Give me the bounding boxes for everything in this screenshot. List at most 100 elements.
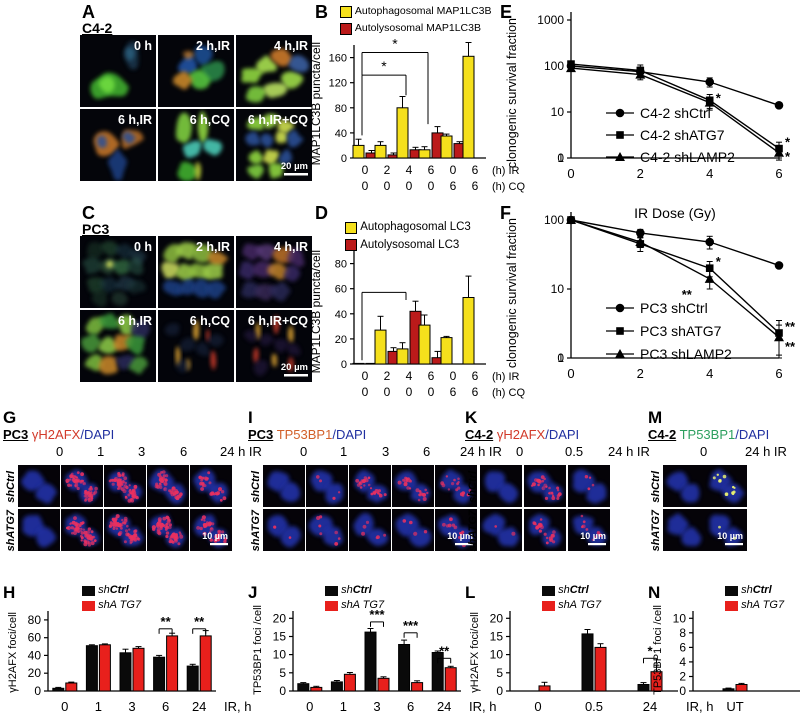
- svg-text:0: 0: [362, 385, 369, 399]
- svg-text:6 h,IR+CQ: 6 h,IR+CQ: [248, 314, 308, 328]
- svg-text:0: 0: [406, 385, 413, 399]
- svg-text:0: 0: [567, 166, 574, 181]
- svg-text:6: 6: [450, 385, 457, 399]
- svg-text:0: 0: [61, 699, 68, 714]
- svg-text:10: 10: [273, 648, 287, 662]
- svg-text:4: 4: [706, 166, 713, 181]
- svg-text:0: 0: [567, 366, 574, 381]
- svg-text:**: **: [194, 614, 205, 629]
- svg-text:2: 2: [679, 670, 686, 684]
- svg-text:**: **: [785, 319, 796, 334]
- svg-text:10 µm: 10 µm: [580, 531, 606, 541]
- svg-text:20 µm: 20 µm: [281, 362, 308, 373]
- svg-text:6: 6: [775, 166, 782, 181]
- svg-text:0.5: 0.5: [585, 699, 603, 714]
- svg-text:80: 80: [28, 613, 42, 627]
- svg-text:PC3 shCtrl: PC3 shCtrl: [640, 300, 708, 316]
- svg-text:2 h,IR: 2 h,IR: [196, 240, 230, 254]
- svg-text:UT: UT: [726, 699, 743, 714]
- svg-text:0: 0: [341, 359, 347, 371]
- svg-text:24: 24: [643, 699, 657, 714]
- svg-text:2: 2: [637, 366, 644, 381]
- svg-text:120: 120: [329, 78, 347, 90]
- svg-text:6: 6: [428, 163, 435, 177]
- svg-text:0: 0: [362, 179, 369, 193]
- svg-text:10 µm: 10 µm: [717, 531, 743, 541]
- svg-text:6: 6: [162, 699, 169, 714]
- svg-text:0: 0: [496, 684, 503, 698]
- svg-text:(h) IR: (h) IR: [492, 371, 520, 383]
- svg-text:1: 1: [340, 699, 347, 714]
- svg-text:0: 0: [341, 153, 347, 165]
- svg-text:0: 0: [557, 351, 564, 365]
- svg-text:6: 6: [775, 366, 782, 381]
- svg-text:20: 20: [28, 666, 42, 680]
- svg-text:C4-2 shATG7: C4-2 shATG7: [640, 127, 725, 143]
- svg-text:2 h,IR: 2 h,IR: [196, 39, 230, 53]
- svg-text:4: 4: [406, 369, 413, 383]
- svg-text:40: 40: [28, 648, 42, 662]
- svg-text:**: **: [161, 614, 172, 629]
- svg-text:80: 80: [335, 103, 347, 115]
- svg-text:3: 3: [128, 699, 135, 714]
- svg-text:20: 20: [273, 611, 287, 625]
- svg-text:100: 100: [544, 59, 564, 73]
- svg-text:0: 0: [534, 699, 541, 714]
- svg-text:0: 0: [428, 385, 435, 399]
- svg-text:6: 6: [450, 179, 457, 193]
- svg-text:40: 40: [335, 128, 347, 140]
- svg-text:***: ***: [369, 607, 385, 622]
- svg-text:0 h: 0 h: [134, 39, 152, 53]
- svg-text:15: 15: [273, 630, 287, 644]
- svg-text:60: 60: [28, 631, 42, 645]
- svg-text:10 µm: 10 µm: [202, 531, 228, 541]
- svg-text:0: 0: [450, 369, 457, 383]
- svg-text:6: 6: [472, 369, 479, 383]
- svg-text:PC3 shATG7: PC3 shATG7: [640, 323, 722, 339]
- svg-text:0 h: 0 h: [134, 240, 152, 254]
- svg-text:2: 2: [637, 166, 644, 181]
- svg-text:IR, h: IR, h: [224, 699, 251, 714]
- svg-text:***: ***: [403, 618, 419, 633]
- svg-text:80: 80: [335, 259, 347, 271]
- svg-text:0: 0: [279, 684, 286, 698]
- svg-text:100: 100: [544, 213, 564, 227]
- svg-text:**: **: [439, 643, 450, 658]
- svg-text:0: 0: [406, 179, 413, 193]
- svg-text:3: 3: [373, 699, 380, 714]
- svg-text:*: *: [381, 58, 387, 74]
- svg-text:5: 5: [496, 666, 503, 680]
- svg-text:10: 10: [551, 282, 565, 296]
- svg-text:160: 160: [329, 53, 347, 65]
- svg-text:0: 0: [306, 699, 313, 714]
- svg-text:10: 10: [551, 105, 565, 119]
- svg-text:15: 15: [490, 630, 504, 644]
- svg-text:6 h,IR: 6 h,IR: [118, 314, 152, 328]
- svg-text:24: 24: [437, 699, 451, 714]
- svg-text:1: 1: [95, 699, 102, 714]
- svg-text:(h) CQ: (h) CQ: [492, 181, 525, 193]
- svg-text:4 h,IR: 4 h,IR: [274, 240, 308, 254]
- svg-text:6: 6: [472, 179, 479, 193]
- svg-text:6 h,CQ: 6 h,CQ: [190, 314, 231, 328]
- svg-text:40: 40: [335, 309, 347, 321]
- svg-text:60: 60: [335, 284, 347, 296]
- svg-text:**: **: [785, 339, 796, 354]
- svg-text:IR Dose (Gy): IR Dose (Gy): [634, 205, 716, 221]
- svg-text:10: 10: [673, 611, 687, 625]
- svg-text:0: 0: [450, 163, 457, 177]
- svg-text:*: *: [716, 90, 722, 105]
- svg-text:PC3 shLAMP2: PC3 shLAMP2: [640, 346, 732, 362]
- svg-text:0: 0: [34, 684, 41, 698]
- svg-text:0: 0: [679, 684, 686, 698]
- svg-text:20 µm: 20 µm: [281, 161, 308, 172]
- svg-text:0: 0: [428, 179, 435, 193]
- svg-text:6: 6: [428, 369, 435, 383]
- svg-text:6: 6: [472, 385, 479, 399]
- svg-text:6 h,IR: 6 h,IR: [118, 113, 152, 127]
- svg-text:4: 4: [679, 655, 686, 669]
- svg-text:8: 8: [679, 626, 686, 640]
- svg-text:(h) CQ: (h) CQ: [492, 387, 525, 399]
- svg-text:20: 20: [490, 611, 504, 625]
- svg-text:C4-2 shCtrl: C4-2 shCtrl: [640, 105, 711, 121]
